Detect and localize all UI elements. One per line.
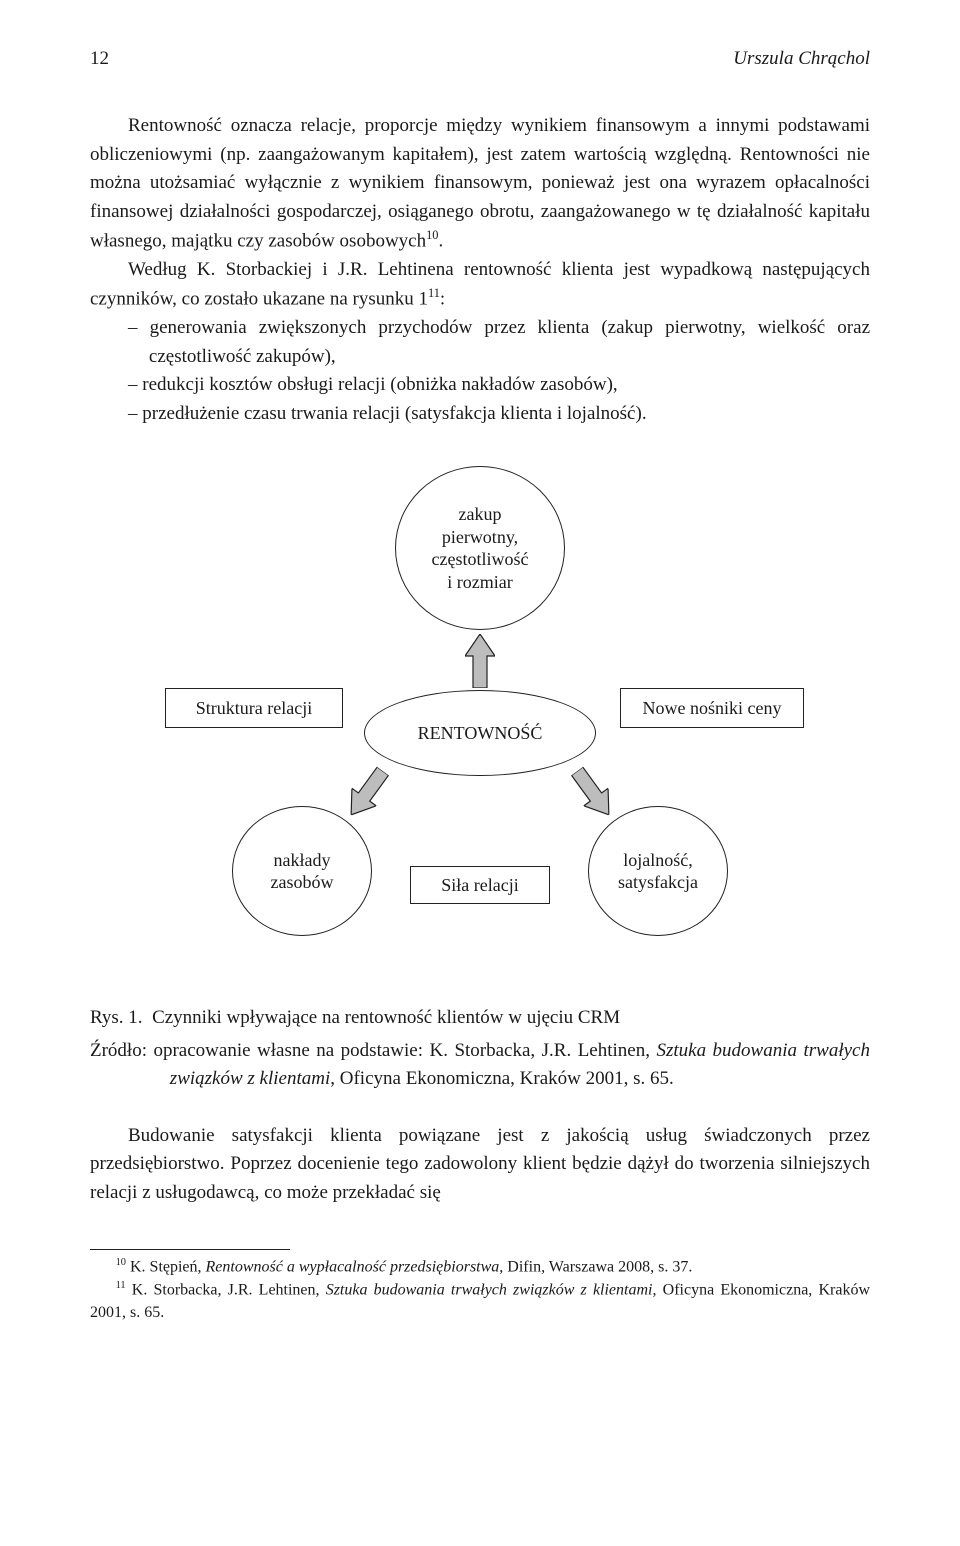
fn10-a: K. Stępień, <box>126 1258 206 1275</box>
arrow-up <box>465 634 495 688</box>
node-left-rect: Struktura relacji <box>165 688 343 728</box>
fig-label: Rys. 1. <box>90 1007 143 1028</box>
node-left-rect-label: Struktura relacji <box>196 698 312 719</box>
node-bl-label: nakłady zasobów <box>271 849 334 894</box>
figure-caption: Rys. 1. Czynniki wpływające na rentownoś… <box>90 1004 870 1033</box>
figure-source: Źródło: opracowanie własne na podstawie:… <box>90 1037 870 1094</box>
node-center-label: RENTOWNOŚĆ <box>418 722 543 745</box>
source-label: Źródło: <box>90 1040 147 1061</box>
p1-text: Rentowność oznacza relacje, proporcje mi… <box>90 115 870 251</box>
p2-text: Według K. Storbackiej i J.R. Lehtinena r… <box>90 259 870 310</box>
bullet-1: generowania zwiększonych przychodów prze… <box>128 314 870 371</box>
footnotes: 10 K. Stępień, Rentowność a wypłacalność… <box>90 1256 870 1324</box>
fn10-i: Rentowność a wypłacalność przedsiębiorst… <box>206 1258 500 1275</box>
fn11-a: K. Storbacka, J.R. Lehtinen, <box>126 1281 326 1298</box>
node-bottom-right: lojalność, satysfakcja <box>588 806 728 936</box>
footnote-10: 10 K. Stępień, Rentowność a wypłacalność… <box>90 1256 870 1279</box>
body-text-2: Budowanie satysfakcji klienta powiązane … <box>90 1122 870 1208</box>
arrow-br <box>565 762 621 823</box>
footnote-11: 11 K. Storbacka, J.R. Lehtinen, Sztuka b… <box>90 1279 870 1324</box>
footnote-rule <box>90 1249 290 1256</box>
node-top-label: zakup pierwotny, częstotliwość i rozmiar <box>432 503 529 593</box>
source-a: opracowanie własne na podstawie: K. Stor… <box>153 1040 656 1061</box>
paragraph-3: Budowanie satysfakcji klienta powiązane … <box>90 1122 870 1208</box>
bullet-list: generowania zwiększonych przychodów prze… <box>90 314 870 428</box>
footnote-ref-10: 10 <box>426 228 438 242</box>
body-text: Rentowność oznacza relacje, proporcje mi… <box>90 112 870 428</box>
page-number: 12 <box>90 48 109 70</box>
node-right-rect-label: Nowe nośniki ceny <box>643 698 782 719</box>
node-bm-label: Siła relacji <box>441 875 518 896</box>
arrow-bl <box>339 762 395 823</box>
paragraph-1: Rentowność oznacza relacje, proporcje mi… <box>90 112 870 256</box>
node-bottom-left: nakłady zasobów <box>232 806 372 936</box>
node-br-label: lojalność, satysfakcja <box>618 849 698 894</box>
fn10-b: , Difin, Warszawa 2008, s. 37. <box>499 1258 692 1275</box>
author-name: Urszula Chrąchol <box>733 48 870 70</box>
paragraph-2: Według K. Storbackiej i J.R. Lehtinena r… <box>90 256 870 314</box>
node-top: zakup pierwotny, częstotliwość i rozmiar <box>395 466 565 630</box>
bullet-2: redukcji kosztów obsługi relacji (obniżk… <box>128 371 870 400</box>
source-b: , Oficyna Ekonomiczna, Kraków 2001, s. 6… <box>330 1068 674 1089</box>
node-center: RENTOWNOŚĆ <box>364 690 596 776</box>
p2-tail: : <box>440 289 445 310</box>
node-right-rect: Nowe nośniki ceny <box>620 688 804 728</box>
node-bottom-mid-rect: Siła relacji <box>410 866 550 904</box>
footnote-ref-11: 11 <box>428 286 440 300</box>
fn11-num: 11 <box>116 1280 126 1291</box>
fig-text: Czynniki wpływające na rentowność klient… <box>152 1007 620 1028</box>
p1-tail: . <box>438 230 443 251</box>
fn11-i: Sztuka budowania trwałych związków z kli… <box>326 1281 653 1298</box>
bullet-3: przedłużenie czasu trwania relacji (saty… <box>128 400 870 429</box>
page-header: 12 Urszula Chrąchol <box>90 48 870 70</box>
fn10-num: 10 <box>116 1257 126 1268</box>
rentownosc-diagram: zakup pierwotny, częstotliwość i rozmiar… <box>90 466 870 976</box>
